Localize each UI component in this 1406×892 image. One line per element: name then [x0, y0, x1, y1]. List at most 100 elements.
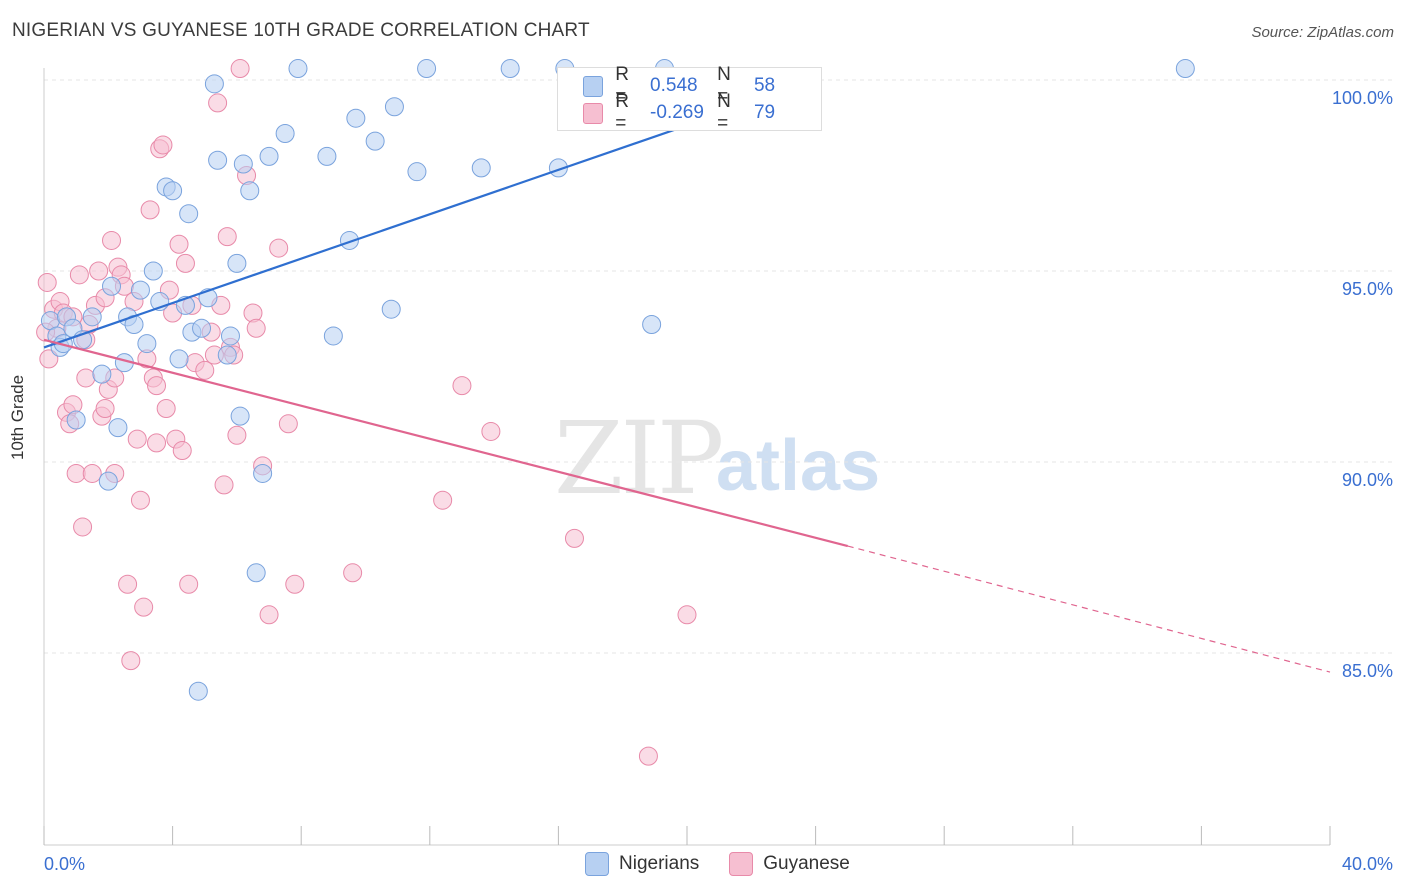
- nigerian-point: [384, 97, 404, 117]
- nigerian-point: [143, 261, 163, 281]
- guyanese-point: [214, 475, 234, 495]
- nigerian-point: [240, 181, 260, 201]
- stats-legend: R = 0.548 N = 58 R = -0.269 N = 79: [557, 64, 822, 134]
- nigerian-point: [417, 59, 437, 79]
- legend-item-nigerians[interactable]: Nigerians: [585, 852, 699, 876]
- guyanese-point: [564, 528, 584, 548]
- legend-swatch-nigerians: [585, 852, 609, 876]
- guyanese-point: [73, 517, 93, 537]
- guyanese-point: [134, 597, 154, 617]
- y-axis-label: 10th Grade: [8, 374, 27, 460]
- nigerian-point: [66, 410, 86, 430]
- guyanese-point: [69, 265, 89, 285]
- nigerian-point: [163, 181, 183, 201]
- guyanese-point: [195, 360, 215, 380]
- nigerian-point: [102, 276, 122, 296]
- guyanese-point: [147, 376, 167, 396]
- legend-r-label: R =: [615, 64, 629, 107]
- nigerian-point: [323, 326, 343, 346]
- nigerian-point: [188, 681, 208, 701]
- guyanese-point: [481, 421, 501, 441]
- guyanese-point: [433, 490, 453, 510]
- nigerian-point: [246, 563, 266, 583]
- y-tick-label: 100.0%: [1332, 88, 1393, 108]
- guyanese-point: [89, 261, 109, 281]
- x-tick-label-max: 40.0%: [1342, 854, 1393, 874]
- nigerian-point: [220, 326, 240, 346]
- data-points: [36, 59, 1195, 766]
- watermark-atlas: atlas: [716, 426, 881, 506]
- nigerian-point: [253, 463, 273, 483]
- guyanese-point: [230, 59, 250, 79]
- guyanese-trend-line: [43, 338, 849, 548]
- guyanese-point: [343, 563, 363, 583]
- legend-label-guyanese: Guyanese: [763, 853, 850, 874]
- guyanese-point: [153, 135, 173, 155]
- guyanese-point: [227, 425, 247, 445]
- axes: [43, 68, 1331, 846]
- guyanese-point: [269, 238, 289, 258]
- guyanese-point: [147, 433, 167, 453]
- guyanese-point: [246, 318, 266, 338]
- guyanese-point: [66, 463, 86, 483]
- legend-row-nigerians: R = 0.548 N = 58: [583, 64, 821, 107]
- nigerian-point: [259, 146, 279, 166]
- legend-r-value: -0.269: [650, 102, 704, 123]
- legend-swatch-guyanese: [729, 852, 754, 876]
- nigerian-point: [208, 150, 228, 170]
- nigerian-point: [92, 364, 112, 384]
- guyanese-point: [208, 93, 228, 113]
- guyanese-point: [175, 253, 195, 273]
- nigerian-point: [365, 131, 385, 151]
- guyanese-point: [638, 746, 658, 766]
- x-tick-label-min: 0.0%: [44, 854, 85, 874]
- guyanese-point: [278, 414, 298, 434]
- nigerian-point: [381, 299, 401, 319]
- guyanese-point: [102, 230, 122, 250]
- guyanese-point: [127, 429, 147, 449]
- series-legend: Nigerians Guyanese: [585, 852, 880, 876]
- nigerian-point: [233, 154, 253, 174]
- nigerian-point: [108, 418, 128, 438]
- guyanese-point: [169, 234, 189, 254]
- guyanese-point: [172, 441, 192, 461]
- nigerian-point: [288, 59, 308, 79]
- nigerian-point: [169, 349, 189, 369]
- guyanese-point: [118, 574, 138, 594]
- guyanese-trend-extension: [847, 545, 1331, 673]
- nigerian-point: [500, 59, 520, 79]
- y-tick-label: 90.0%: [1342, 470, 1393, 490]
- guyanese-point: [259, 605, 279, 625]
- nigerian-point: [217, 345, 237, 365]
- nigerian-point: [179, 204, 199, 224]
- legend-item-guyanese[interactable]: Guyanese: [729, 852, 850, 876]
- watermark-zip: ZIP: [554, 400, 724, 517]
- guyanese-point: [95, 399, 115, 419]
- nigerian-point: [204, 74, 224, 94]
- guyanese-point: [677, 605, 697, 625]
- nigerian-point: [1175, 59, 1195, 79]
- nigerian-point: [407, 162, 427, 182]
- legend-n-value: 79: [753, 102, 776, 123]
- guyanese-point: [156, 399, 176, 419]
- legend-n-value: 58: [753, 75, 776, 96]
- nigerian-point: [98, 471, 118, 491]
- guyanese-point: [452, 376, 472, 396]
- legend-swatch-pink: [583, 102, 604, 124]
- guyanese-point: [37, 272, 57, 292]
- legend-label-nigerians: Nigerians: [619, 853, 700, 874]
- legend-n-label: N =: [717, 91, 731, 134]
- nigerian-point: [227, 253, 247, 273]
- nigerian-point: [346, 108, 366, 128]
- guyanese-point: [121, 651, 141, 671]
- guyanese-point: [217, 227, 237, 247]
- legend-r-value: 0.548: [650, 75, 698, 96]
- guyanese-point: [140, 200, 160, 220]
- nigerian-point: [82, 307, 102, 327]
- y-tick-label: 95.0%: [1342, 279, 1393, 299]
- y-tick-label: 85.0%: [1342, 661, 1393, 681]
- nigerian-point: [230, 406, 250, 426]
- nigerian-point: [339, 230, 359, 250]
- guyanese-point: [285, 574, 305, 594]
- legend-n-label: N =: [717, 64, 731, 107]
